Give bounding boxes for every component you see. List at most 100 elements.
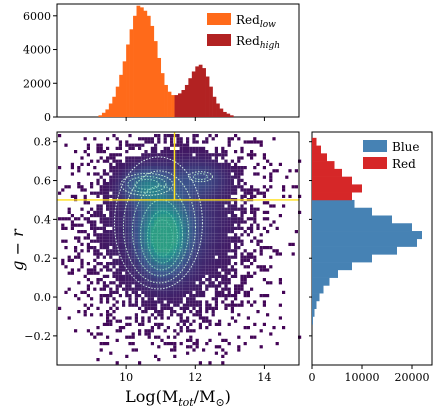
scatter-point (192, 169, 196, 173)
scatter-point (150, 166, 154, 170)
scatter-point (128, 342, 132, 346)
scatter-point (243, 201, 247, 205)
scatter-point (240, 188, 244, 192)
scatter-point (109, 182, 113, 186)
scatter-point (189, 153, 193, 157)
scatter-point (131, 287, 135, 291)
scatter-point (122, 166, 126, 170)
scatter-point (128, 226, 132, 230)
scatter-point (189, 239, 193, 243)
scatter-point (221, 300, 225, 304)
scatter-point (208, 306, 212, 310)
main-y-tick-label: 0.8 (34, 136, 52, 149)
scatter-point (157, 233, 161, 237)
legend-swatch-red-high (207, 34, 231, 46)
scatter-point (58, 306, 62, 310)
scatter-point (160, 226, 164, 230)
scatter-point (214, 290, 218, 294)
scatter-point (109, 175, 113, 179)
scatter-point (205, 140, 209, 144)
scatter-point (218, 249, 222, 253)
scatter-point (96, 178, 100, 182)
scatter-point (202, 210, 206, 214)
scatter-point (80, 258, 84, 262)
scatter-point (154, 274, 158, 278)
scatter-point (189, 274, 193, 278)
scatter-point (154, 153, 158, 157)
scatter-point (125, 156, 129, 160)
scatter-point (125, 204, 129, 208)
scatter-point (192, 220, 196, 224)
scatter-point (262, 201, 266, 205)
scatter-point (221, 239, 225, 243)
scatter-point (170, 246, 174, 250)
scatter-point (122, 169, 126, 173)
scatter-point (186, 204, 190, 208)
scatter-point (170, 150, 174, 154)
scatter-point (150, 284, 154, 288)
scatter-point (112, 217, 116, 221)
scatter-point (259, 143, 263, 147)
scatter-point (147, 284, 151, 288)
scatter-point (211, 223, 215, 227)
scatter-point (115, 220, 119, 224)
right-legend: Blue Red (363, 140, 420, 171)
scatter-point (128, 143, 132, 147)
scatter-point (147, 178, 151, 182)
scatter-point (106, 239, 110, 243)
top-hist-bar (202, 68, 206, 117)
scatter-point (83, 201, 87, 205)
scatter-point (176, 153, 180, 157)
scatter-point (192, 262, 196, 266)
scatter-point (93, 268, 97, 272)
scatter-point (131, 223, 135, 227)
scatter-point (288, 242, 292, 246)
scatter-point (262, 156, 266, 160)
scatter-point (131, 258, 135, 262)
scatter-point (262, 217, 266, 221)
scatter-point (176, 303, 180, 307)
scatter-point (138, 246, 142, 250)
scatter-point (195, 191, 199, 195)
scatter-point (128, 146, 132, 150)
scatter-point (186, 351, 190, 355)
scatter-point (189, 303, 193, 307)
scatter-point (198, 281, 202, 285)
scatter-point (205, 169, 209, 173)
scatter-point (262, 194, 266, 198)
scatter-point (221, 214, 225, 218)
scatter-point (179, 169, 183, 173)
scatter-point (166, 162, 170, 166)
scatter-point (224, 281, 228, 285)
scatter-point (218, 210, 222, 214)
scatter-point (250, 239, 254, 243)
scatter-point (227, 278, 231, 282)
scatter-point (163, 274, 167, 278)
scatter-point (240, 252, 244, 256)
scatter-point (141, 265, 145, 269)
scatter-point (166, 274, 170, 278)
top-hist-bar (157, 57, 162, 117)
top-hist-bar (167, 91, 172, 117)
scatter-point (192, 233, 196, 237)
scatter-point (208, 303, 212, 307)
scatter-point (195, 300, 199, 304)
scatter-point (138, 166, 142, 170)
scatter-point (141, 178, 145, 182)
scatter-point (230, 207, 234, 211)
scatter-point (253, 258, 257, 262)
scatter-point (173, 236, 177, 240)
scatter-point (134, 188, 138, 192)
scatter-point (102, 220, 106, 224)
scatter-point (173, 297, 177, 301)
scatter-point (154, 265, 158, 269)
scatter-point (214, 172, 218, 176)
scatter-point (259, 329, 263, 333)
scatter-point (224, 284, 228, 288)
scatter-point (106, 207, 110, 211)
scatter-point (163, 223, 167, 227)
scatter-point (179, 191, 183, 195)
scatter-point (96, 146, 100, 150)
scatter-point (157, 265, 161, 269)
scatter-point (205, 239, 209, 243)
